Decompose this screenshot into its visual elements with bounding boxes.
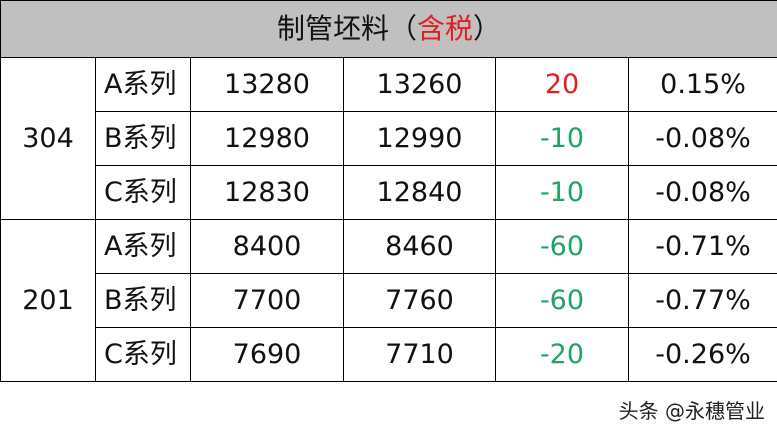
series-cell: A系列 — [95, 219, 191, 274]
current-price-cell: 12830 — [190, 165, 344, 220]
previous-price-cell: 7710 — [343, 327, 496, 382]
title-highlight: 含税 — [417, 11, 474, 45]
percent-change-cell: -0.26% — [627, 327, 777, 382]
table-row: C系列 7690 7710 -20 -0.26% — [1, 327, 777, 382]
title-paren: ） — [473, 11, 502, 45]
current-price-cell: 8400 — [190, 219, 344, 274]
series-cell: C系列 — [95, 165, 191, 220]
current-price-cell: 13280 — [190, 57, 344, 112]
grade-cell: 304 — [0, 57, 96, 220]
title-paren: （ — [389, 11, 418, 45]
table-row: B系列 7700 7760 -60 -0.77% — [1, 273, 777, 328]
table-row: 304 A系列 13280 13260 20 0.15% — [0, 57, 777, 220]
table-header-row: 制管坯料（含税） — [0, 0, 777, 58]
previous-price-cell: 8460 — [343, 219, 496, 274]
previous-price-cell: 7760 — [343, 273, 496, 328]
table-title: 制管坯料（含税） — [0, 0, 777, 58]
series-cell: C系列 — [95, 327, 191, 382]
table-row: B系列 12980 12990 -10 -0.08% — [1, 111, 777, 166]
previous-price-cell: 13260 — [343, 57, 496, 112]
series-cell: A系列 — [95, 57, 191, 112]
price-table: 制管坯料（含税） 304 A系列 13280 13260 20 0.15% B系列 12980… — [0, 0, 777, 382]
table-row: 201 A系列 8400 8460 -60 -0.71% — [0, 219, 777, 382]
change-cell: -60 — [495, 273, 629, 328]
change-cell: -10 — [495, 111, 629, 166]
change-cell: -10 — [495, 165, 629, 220]
grade-cell: 201 — [0, 219, 96, 382]
title-text: 制管坯料 — [277, 11, 390, 45]
percent-change-cell: -0.08% — [627, 165, 777, 220]
series-cell: B系列 — [95, 273, 191, 328]
current-price-cell: 7690 — [190, 327, 344, 382]
percent-change-cell: -0.08% — [627, 111, 777, 166]
change-cell: -60 — [495, 219, 629, 274]
percent-change-cell: 0.15% — [627, 57, 777, 112]
previous-price-cell: 12990 — [343, 111, 496, 166]
table-row: C系列 12830 12840 -10 -0.08% — [1, 165, 777, 220]
percent-change-cell: -0.71% — [627, 219, 777, 274]
change-cell: 20 — [495, 57, 629, 112]
current-price-cell: 7700 — [190, 273, 344, 328]
previous-price-cell: 12840 — [343, 165, 496, 220]
current-price-cell: 12980 — [190, 111, 344, 166]
series-cell: B系列 — [95, 111, 191, 166]
watermark: 头条 @永穗管业 — [618, 399, 765, 423]
change-cell: -20 — [495, 327, 629, 382]
percent-change-cell: -0.77% — [627, 273, 777, 328]
